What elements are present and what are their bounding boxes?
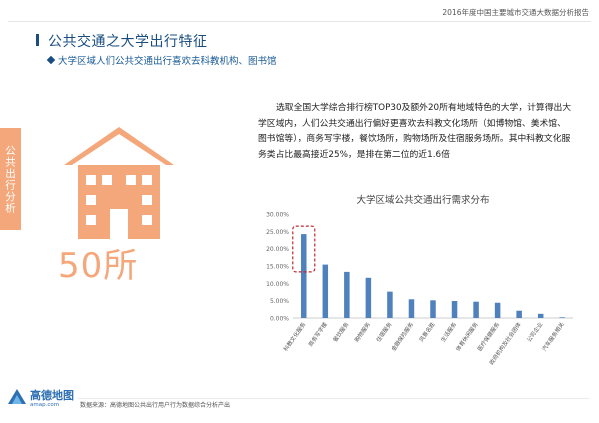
description-paragraph: 选取全国大学综合排行榜TOP30及额外20所有地域特色的大学，计算得出大学区域内…: [258, 103, 572, 160]
side-tab-label: 公共出行分析: [4, 144, 16, 214]
bar: [408, 299, 415, 318]
bar: [473, 301, 479, 318]
x-tick-label: 公司企业: [525, 320, 545, 343]
y-tick-label: 0.00%: [270, 316, 289, 323]
x-tick-label: 住宿服务: [374, 320, 394, 343]
x-tick-label: 科教文化服务: [282, 320, 308, 352]
header-divider: [8, 21, 591, 22]
logo-text: 高德地图: [30, 389, 74, 402]
bar: [494, 302, 501, 318]
y-tick-label: 25.00%: [266, 229, 289, 236]
title-accent-bar: [36, 34, 39, 46]
report-title: 2016年度中国主要城市交通大数据分析报告: [442, 8, 589, 17]
bar: [322, 264, 329, 318]
school-building-icon: [64, 127, 174, 239]
bar: [365, 277, 372, 318]
bar: [516, 310, 522, 318]
bar: [430, 300, 436, 318]
section-subtitle: 大学区域人们公共交通出行喜欢去科教机构、图书馆: [58, 56, 277, 67]
chart-title: 大学区域公共交通出行需求分布: [356, 194, 489, 206]
x-tick-label: 商务写字楼: [306, 320, 329, 348]
bar: [559, 317, 565, 318]
bar: [451, 301, 458, 318]
section-title: 公共交通之大学出行特征: [48, 34, 208, 50]
bar: [387, 291, 393, 318]
y-tick-label: 5.00%: [270, 298, 289, 305]
bar: [537, 313, 544, 318]
y-tick-label: 15.00%: [266, 264, 289, 271]
logo-url: amap.com: [30, 402, 60, 408]
chart-axis-group: 0.00% 5.00% 10.00% 15.00% 20.00% 25.00% 30.00%: [266, 212, 573, 323]
diamond-bullet-icon: [46, 55, 56, 65]
footer-divider: [78, 398, 590, 399]
x-tick-label: 餐饮服务: [331, 320, 351, 343]
bar: [344, 271, 350, 318]
x-tick-label: 购物服务: [353, 320, 373, 343]
amap-logo-icon: [8, 389, 26, 404]
chart-bars-group: [292, 225, 565, 318]
university-count: 50所: [58, 246, 139, 286]
footer-source-note: 数据来源：高德地图公共出行用户行为数据综合分析产出: [80, 402, 231, 409]
y-tick-label: 10.00%: [266, 281, 289, 288]
side-tab: [0, 128, 21, 230]
y-tick-label: 20.00%: [266, 246, 289, 253]
y-tick-label: 30.00%: [266, 212, 289, 219]
x-tick-label: 生活服务: [439, 320, 459, 343]
highlight-box: [292, 225, 316, 273]
bar: [301, 234, 307, 318]
bar-chart: 大学区域公共交通出行需求分布 0.00% 5.00% 10.00% 15.00% 20.…: [266, 194, 573, 366]
x-tick-label: 风景名胜: [417, 320, 437, 343]
